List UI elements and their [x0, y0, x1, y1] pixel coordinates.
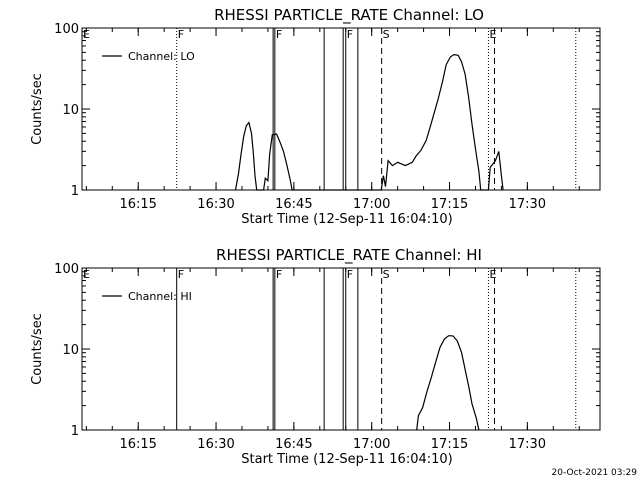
- x-tick-label: 17:30: [509, 437, 546, 452]
- y-tick-label: 10: [62, 343, 79, 358]
- x-tick-label: 17:15: [431, 197, 468, 212]
- x-tick-label: 17:15: [431, 437, 468, 452]
- y-tick-label: 1: [71, 424, 79, 439]
- legend: Channel: LO: [102, 50, 195, 63]
- x-tick-label: 17:00: [353, 197, 390, 212]
- x-tick-label: 16:45: [275, 197, 312, 212]
- event-marker-label: F: [276, 28, 282, 41]
- event-marker-label: E: [83, 28, 90, 41]
- x-tick-label: 17:30: [509, 197, 546, 212]
- series-line: [234, 53, 504, 191]
- x-axis-label: Start Time (12-Sep-11 16:04:10): [241, 452, 452, 467]
- y-tick-label: 10: [62, 103, 79, 118]
- chart-panel-1: RHESSI PARTICLE_RATE Channel: LO 1 10 100 Co…: [30, 6, 601, 227]
- event-marker-label: F: [347, 268, 353, 281]
- chart-title: RHESSI PARTICLE_RATE Channel: LO: [214, 6, 484, 25]
- event-marker-label: E: [83, 268, 90, 281]
- y-axis: 1 10 100 Counts/sec: [30, 262, 600, 439]
- chart-title: RHESSI PARTICLE_RATE Channel: HI: [216, 246, 482, 265]
- x-tick-label: 16:30: [197, 437, 234, 452]
- event-marker-label: F: [276, 268, 282, 281]
- event-marker-label: F: [178, 28, 184, 41]
- y-tick-label: 100: [54, 22, 79, 37]
- footer-timestamp: 20-Oct-2021 03:29: [551, 468, 637, 478]
- legend-label: Channel: HI: [128, 290, 192, 303]
- y-axis-label: Counts/sec: [30, 313, 45, 385]
- y-tick-label: 1: [71, 184, 79, 199]
- event-marker-label: F: [347, 28, 353, 41]
- x-axis: 16:15 16:30 16:45 17:00 17:15 17:30 Start Time…: [85, 28, 580, 227]
- event-marker-label: E: [489, 28, 496, 41]
- event-marker-label: F: [178, 268, 184, 281]
- legend-label: Channel: LO: [128, 50, 195, 63]
- x-tick-label: 16:30: [197, 197, 234, 212]
- event-marker-label: S: [383, 268, 390, 281]
- x-axis: 16:15 16:30 16:45 17:00 17:15 17:30 Start Time…: [85, 268, 580, 467]
- event-marker-label: S: [383, 28, 390, 41]
- legend: Channel: HI: [102, 290, 192, 303]
- event-marker-label: E: [489, 268, 496, 281]
- y-axis: 1 10 100 Counts/sec: [30, 22, 600, 199]
- chart-panel-2: RHESSI PARTICLE_RATE Channel: HI 1 10 100 Co…: [30, 246, 601, 467]
- x-tick-label: 17:00: [353, 437, 390, 452]
- x-tick-label: 16:45: [275, 437, 312, 452]
- y-axis-label: Counts/sec: [30, 73, 45, 145]
- x-axis-label: Start Time (12-Sep-11 16:04:10): [241, 212, 452, 227]
- y-tick-label: 100: [54, 262, 79, 277]
- x-tick-label: 16:15: [119, 197, 156, 212]
- x-tick-label: 16:15: [119, 437, 156, 452]
- series-line: [416, 335, 480, 431]
